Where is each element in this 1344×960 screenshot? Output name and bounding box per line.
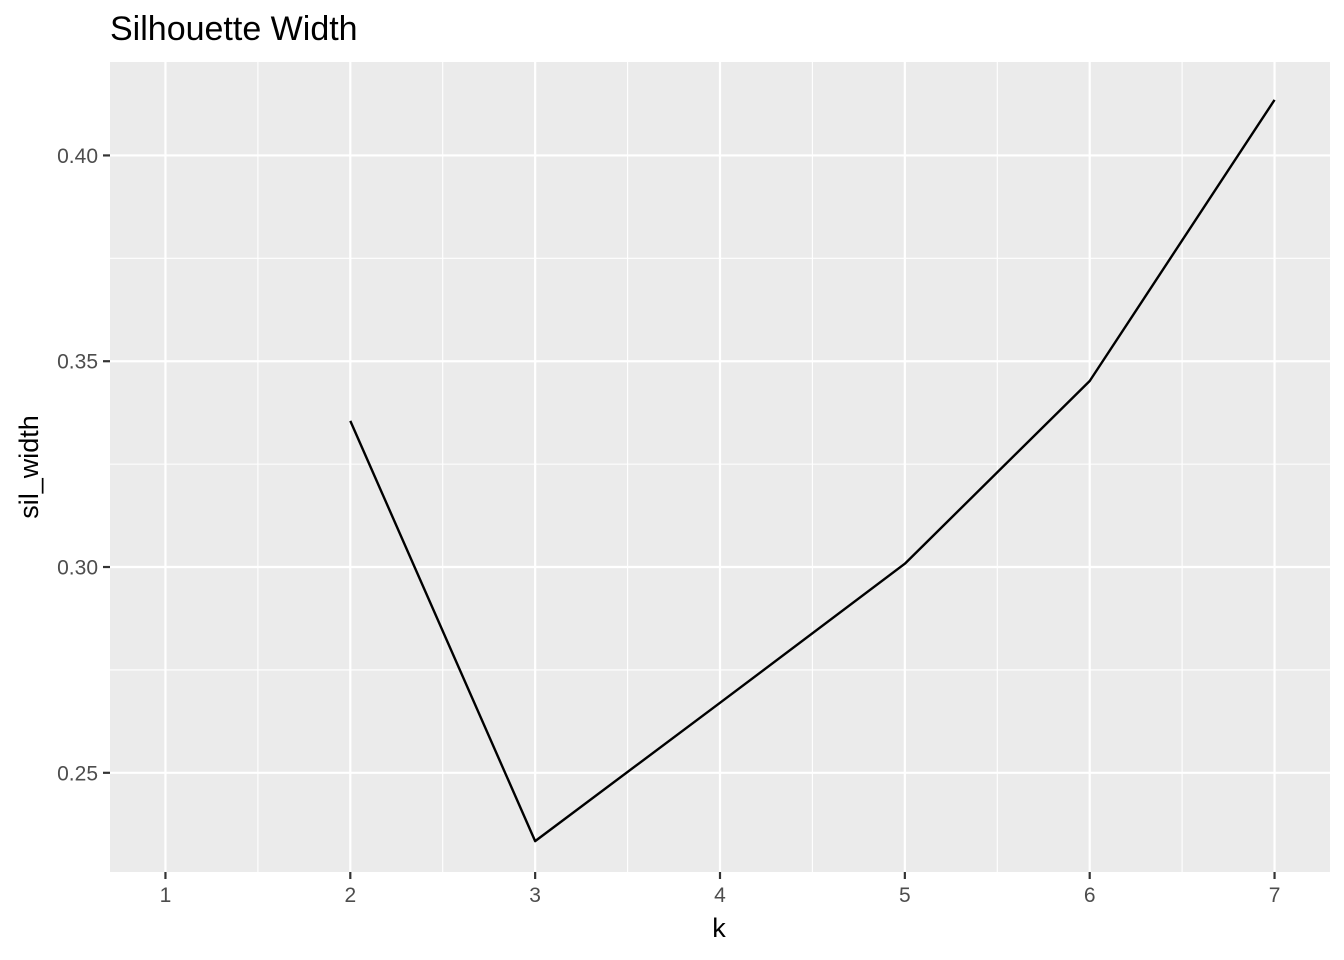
x-tick-label: 7 (1269, 884, 1281, 907)
x-tick-label: 4 (714, 884, 726, 907)
x-tick-label: 2 (344, 884, 356, 907)
x-axis: 1 2 3 4 5 6 7 (160, 872, 1281, 907)
series-layer (349, 99, 1276, 843)
x-tick-label: 5 (899, 884, 911, 907)
x-tick-label: 1 (160, 884, 172, 907)
y-tick-label: 0.25 (57, 762, 98, 785)
x-axis-title: k (712, 913, 726, 943)
major-gridlines (110, 62, 1330, 872)
chart-title: Silhouette Width (110, 10, 358, 48)
x-tick-label: 6 (1084, 884, 1096, 907)
y-axis: 0.25 0.30 0.35 0.40 (57, 145, 110, 785)
x-tick-label: 3 (529, 884, 541, 907)
minor-gridlines (110, 62, 1330, 872)
y-axis-title: sil_width (14, 415, 44, 519)
y-tick-label: 0.30 (57, 557, 98, 580)
sil-width-line (349, 99, 1276, 843)
y-tick-label: 0.35 (57, 351, 98, 374)
y-tick-label: 0.40 (57, 145, 98, 168)
